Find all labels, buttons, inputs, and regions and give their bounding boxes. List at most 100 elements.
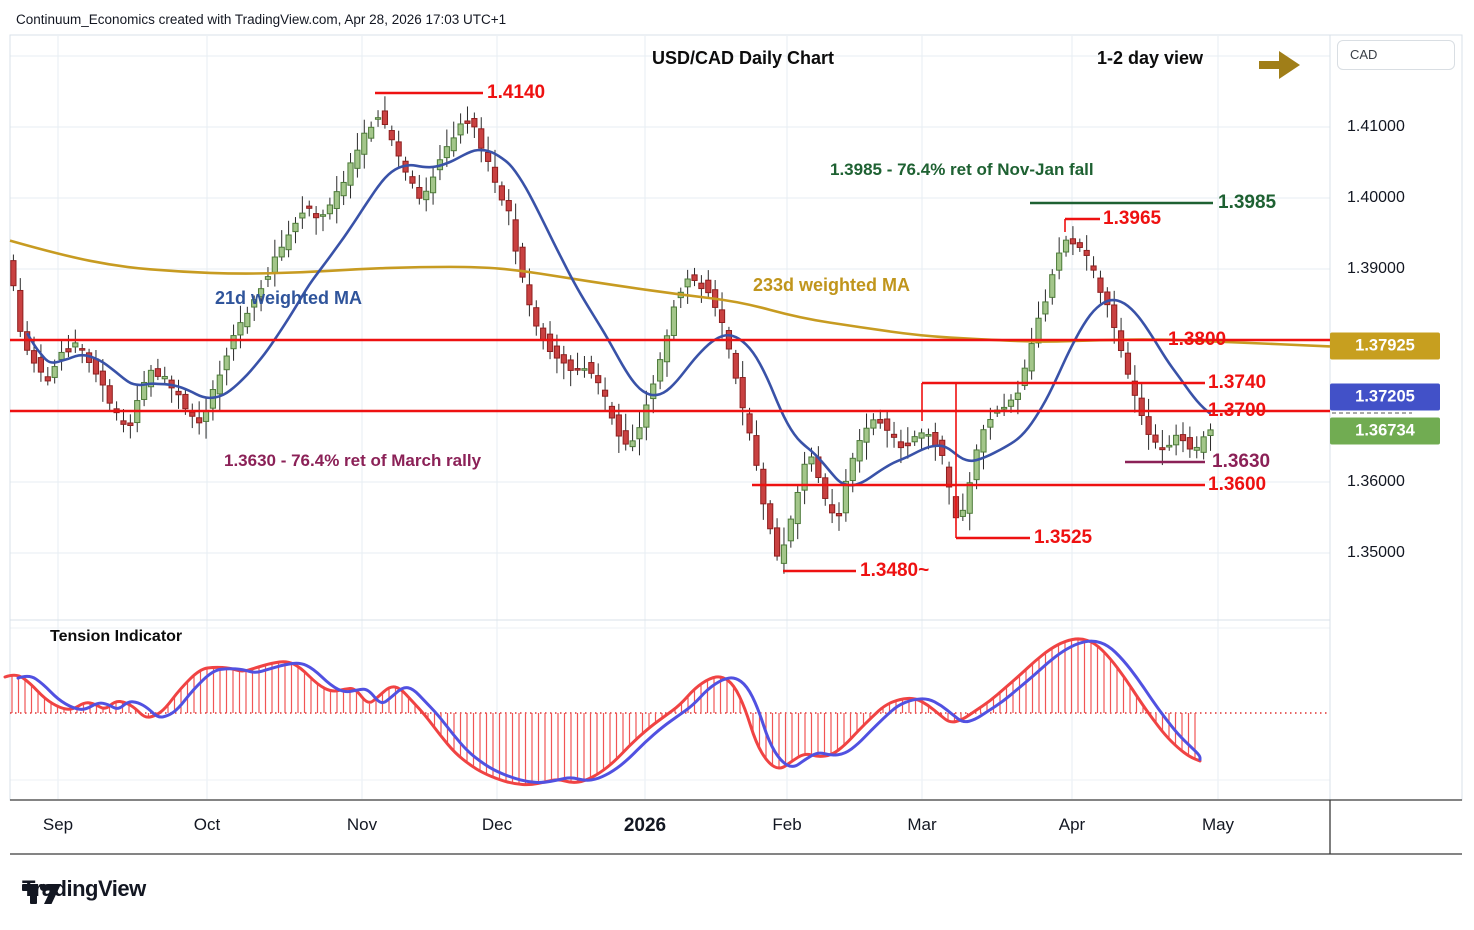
candle-up: [319, 214, 327, 217]
candle-down: [44, 376, 51, 382]
candle-down: [65, 348, 72, 353]
ma233-line: [9, 239, 1331, 348]
candle-down: [1138, 397, 1145, 416]
currency-box: CAD: [1337, 40, 1455, 70]
candle-down: [409, 176, 416, 184]
candle-up: [1042, 301, 1049, 315]
candle-down: [106, 385, 113, 404]
price-level-label: 1.3965: [1103, 208, 1162, 229]
price-tick-label: 1.35000: [1347, 544, 1405, 561]
candle-down: [1083, 249, 1090, 256]
candle-up: [959, 509, 966, 517]
price-level-label: 1.3740: [1208, 372, 1267, 393]
candle-up: [987, 419, 994, 428]
candle-up: [1193, 446, 1200, 451]
candle-up: [870, 419, 877, 429]
month-label: Mar: [907, 815, 937, 834]
candle-up: [257, 288, 265, 298]
tension-indicator-label: Tension Indicator: [50, 628, 183, 645]
candle-down: [471, 118, 478, 128]
candle-down: [1104, 291, 1111, 306]
candle-down: [691, 274, 698, 281]
candle-down: [388, 130, 395, 141]
candle-down: [615, 414, 622, 437]
candle-up: [581, 368, 588, 371]
month-label: Dec: [481, 815, 513, 834]
candle-down: [877, 418, 884, 424]
candle-down: [196, 417, 203, 424]
candle-up: [657, 359, 664, 382]
candle-down: [154, 368, 161, 377]
candle-up: [808, 456, 815, 465]
candle-down: [1145, 416, 1152, 435]
candle-up: [911, 436, 918, 443]
candle-down: [1076, 242, 1083, 248]
candle-up: [278, 246, 285, 258]
candle-up: [58, 351, 65, 360]
price-level-label: 1.3700: [1208, 400, 1267, 421]
candle-down: [932, 432, 939, 447]
candle-down: [718, 309, 726, 324]
candle-down: [127, 422, 134, 426]
price-level-label: 1.3630: [1212, 451, 1271, 472]
candle-down: [835, 513, 843, 517]
candle-up: [1166, 444, 1173, 448]
candle-down: [1090, 265, 1097, 271]
chart-title: USD/CAD Daily Chart: [652, 48, 835, 68]
candle-down: [313, 213, 320, 219]
candle-up: [340, 181, 347, 197]
candle-down: [1131, 380, 1138, 396]
candle-up: [856, 440, 863, 462]
candle-down: [567, 359, 574, 371]
candle-down: [491, 166, 499, 183]
ma233-value-badge: 1.37925: [1330, 332, 1440, 360]
candle-down: [189, 411, 196, 417]
credit-line: Continuum_Economics created with Trading…: [16, 12, 507, 27]
candle-up: [368, 126, 375, 139]
month-label: May: [1201, 815, 1235, 834]
candle-up: [650, 383, 657, 400]
time-axis[interactable]: [10, 801, 1462, 853]
candle-down: [904, 442, 911, 447]
candle-up: [333, 191, 340, 209]
candle-up: [202, 410, 210, 422]
candle-down: [601, 389, 609, 397]
retracement-march-annotation: 1.3630 - 76.4% ret of March rally: [224, 451, 482, 470]
candle-up: [801, 463, 808, 491]
retracement-nov-jan-annotation: 1.3985 - 76.4% ret of Nov-Jan fall: [830, 160, 1094, 179]
candle-up: [973, 449, 980, 481]
candle-down: [519, 246, 526, 278]
candle-up: [354, 149, 361, 169]
candle-down: [395, 141, 402, 157]
candle-up: [51, 366, 58, 378]
candle-up: [141, 381, 148, 400]
forward-arrow-head: [1279, 51, 1300, 79]
price-tick-label: 1.39000: [1347, 260, 1405, 277]
candle-up: [244, 312, 251, 328]
candle-up: [787, 518, 794, 542]
candle-down: [381, 110, 389, 126]
candle-up: [147, 369, 155, 388]
candle-down: [485, 151, 492, 162]
candle-down: [884, 418, 891, 431]
price-level-label: 1.4140: [487, 82, 546, 103]
candle-up: [780, 544, 788, 564]
candle-up: [161, 375, 168, 380]
candle-down: [945, 466, 953, 488]
candle-up: [1007, 399, 1015, 407]
candle-down: [553, 345, 561, 359]
candle-down: [498, 185, 505, 201]
candle-up: [842, 480, 849, 514]
candle-down: [595, 375, 602, 384]
candle-down: [30, 350, 38, 364]
candle-up: [457, 123, 464, 136]
candle-up: [636, 427, 643, 440]
tension-fast-line: [3, 637, 1202, 787]
candle-up: [684, 278, 691, 288]
candle-down: [1124, 352, 1132, 375]
candle-up: [1021, 367, 1028, 387]
candle-up: [326, 204, 333, 215]
candle-up: [980, 429, 987, 453]
candle-down: [739, 377, 746, 409]
